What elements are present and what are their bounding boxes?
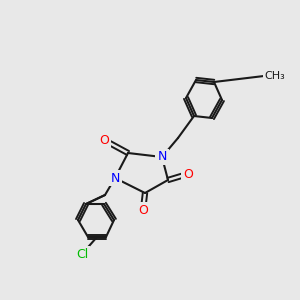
Text: O: O: [138, 203, 148, 217]
Text: N: N: [110, 172, 120, 184]
Text: N: N: [157, 151, 167, 164]
Text: O: O: [99, 134, 109, 146]
Text: CH₃: CH₃: [264, 71, 285, 81]
Text: O: O: [183, 167, 193, 181]
Text: Cl: Cl: [76, 248, 88, 260]
